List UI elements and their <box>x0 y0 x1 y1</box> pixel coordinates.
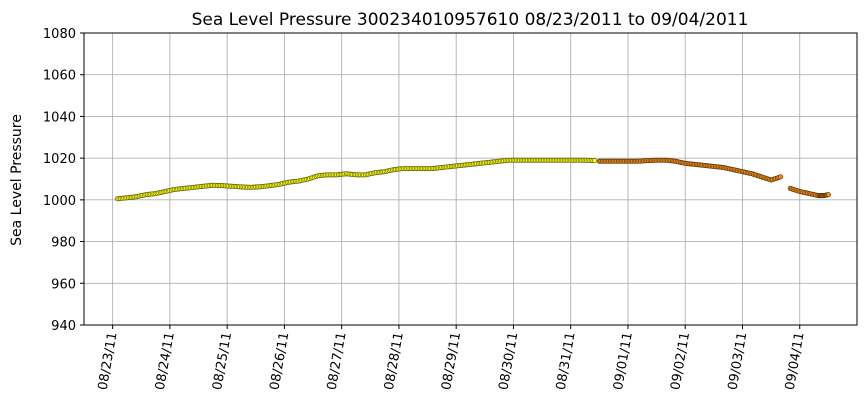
y-tick-label: 940 <box>51 319 76 334</box>
x-tick-label: 08/27/11 <box>325 331 350 391</box>
y-tick-label: 1080 <box>43 27 76 42</box>
data-points <box>114 157 831 202</box>
x-tick-label: 09/03/11 <box>726 331 751 391</box>
grid <box>84 32 857 326</box>
y-axis-label: Sea Level Pressure <box>9 114 25 246</box>
data-point <box>825 192 831 198</box>
data-point <box>778 174 784 180</box>
x-tick-label: 08/31/11 <box>554 331 579 391</box>
x-tick-label: 08/29/11 <box>439 331 464 391</box>
y-tick-label: 960 <box>51 277 76 292</box>
x-tick-label: 08/23/11 <box>96 331 121 391</box>
y-tick-label: 1040 <box>43 110 76 125</box>
x-axis: 08/23/11 08/24/11 08/25/11 08/26/11 08/27/11… <box>96 325 808 391</box>
x-tick-label: 09/01/11 <box>611 331 636 391</box>
y-tick-label: 1020 <box>43 152 76 167</box>
x-tick-label: 08/26/11 <box>267 331 292 391</box>
x-tick-label: 08/25/11 <box>210 331 235 391</box>
y-tick-label: 1000 <box>43 194 76 209</box>
x-tick-label: 09/04/11 <box>783 331 808 391</box>
plot-frame <box>83 32 858 326</box>
y-tick-label: 980 <box>51 236 76 251</box>
y-axis: 940 960 980 1000 1020 1040 1060 1080 <box>43 27 84 334</box>
x-tick-label: 08/28/11 <box>382 331 407 391</box>
y-tick-label: 1060 <box>43 69 76 84</box>
data-point <box>592 158 598 164</box>
chart-title: Sea Level Pressure 300234010957610 08/23… <box>192 10 749 30</box>
x-tick-label: 09/02/11 <box>668 331 693 391</box>
x-tick-label: 08/30/11 <box>496 331 521 391</box>
x-tick-label: 08/24/11 <box>153 331 178 391</box>
